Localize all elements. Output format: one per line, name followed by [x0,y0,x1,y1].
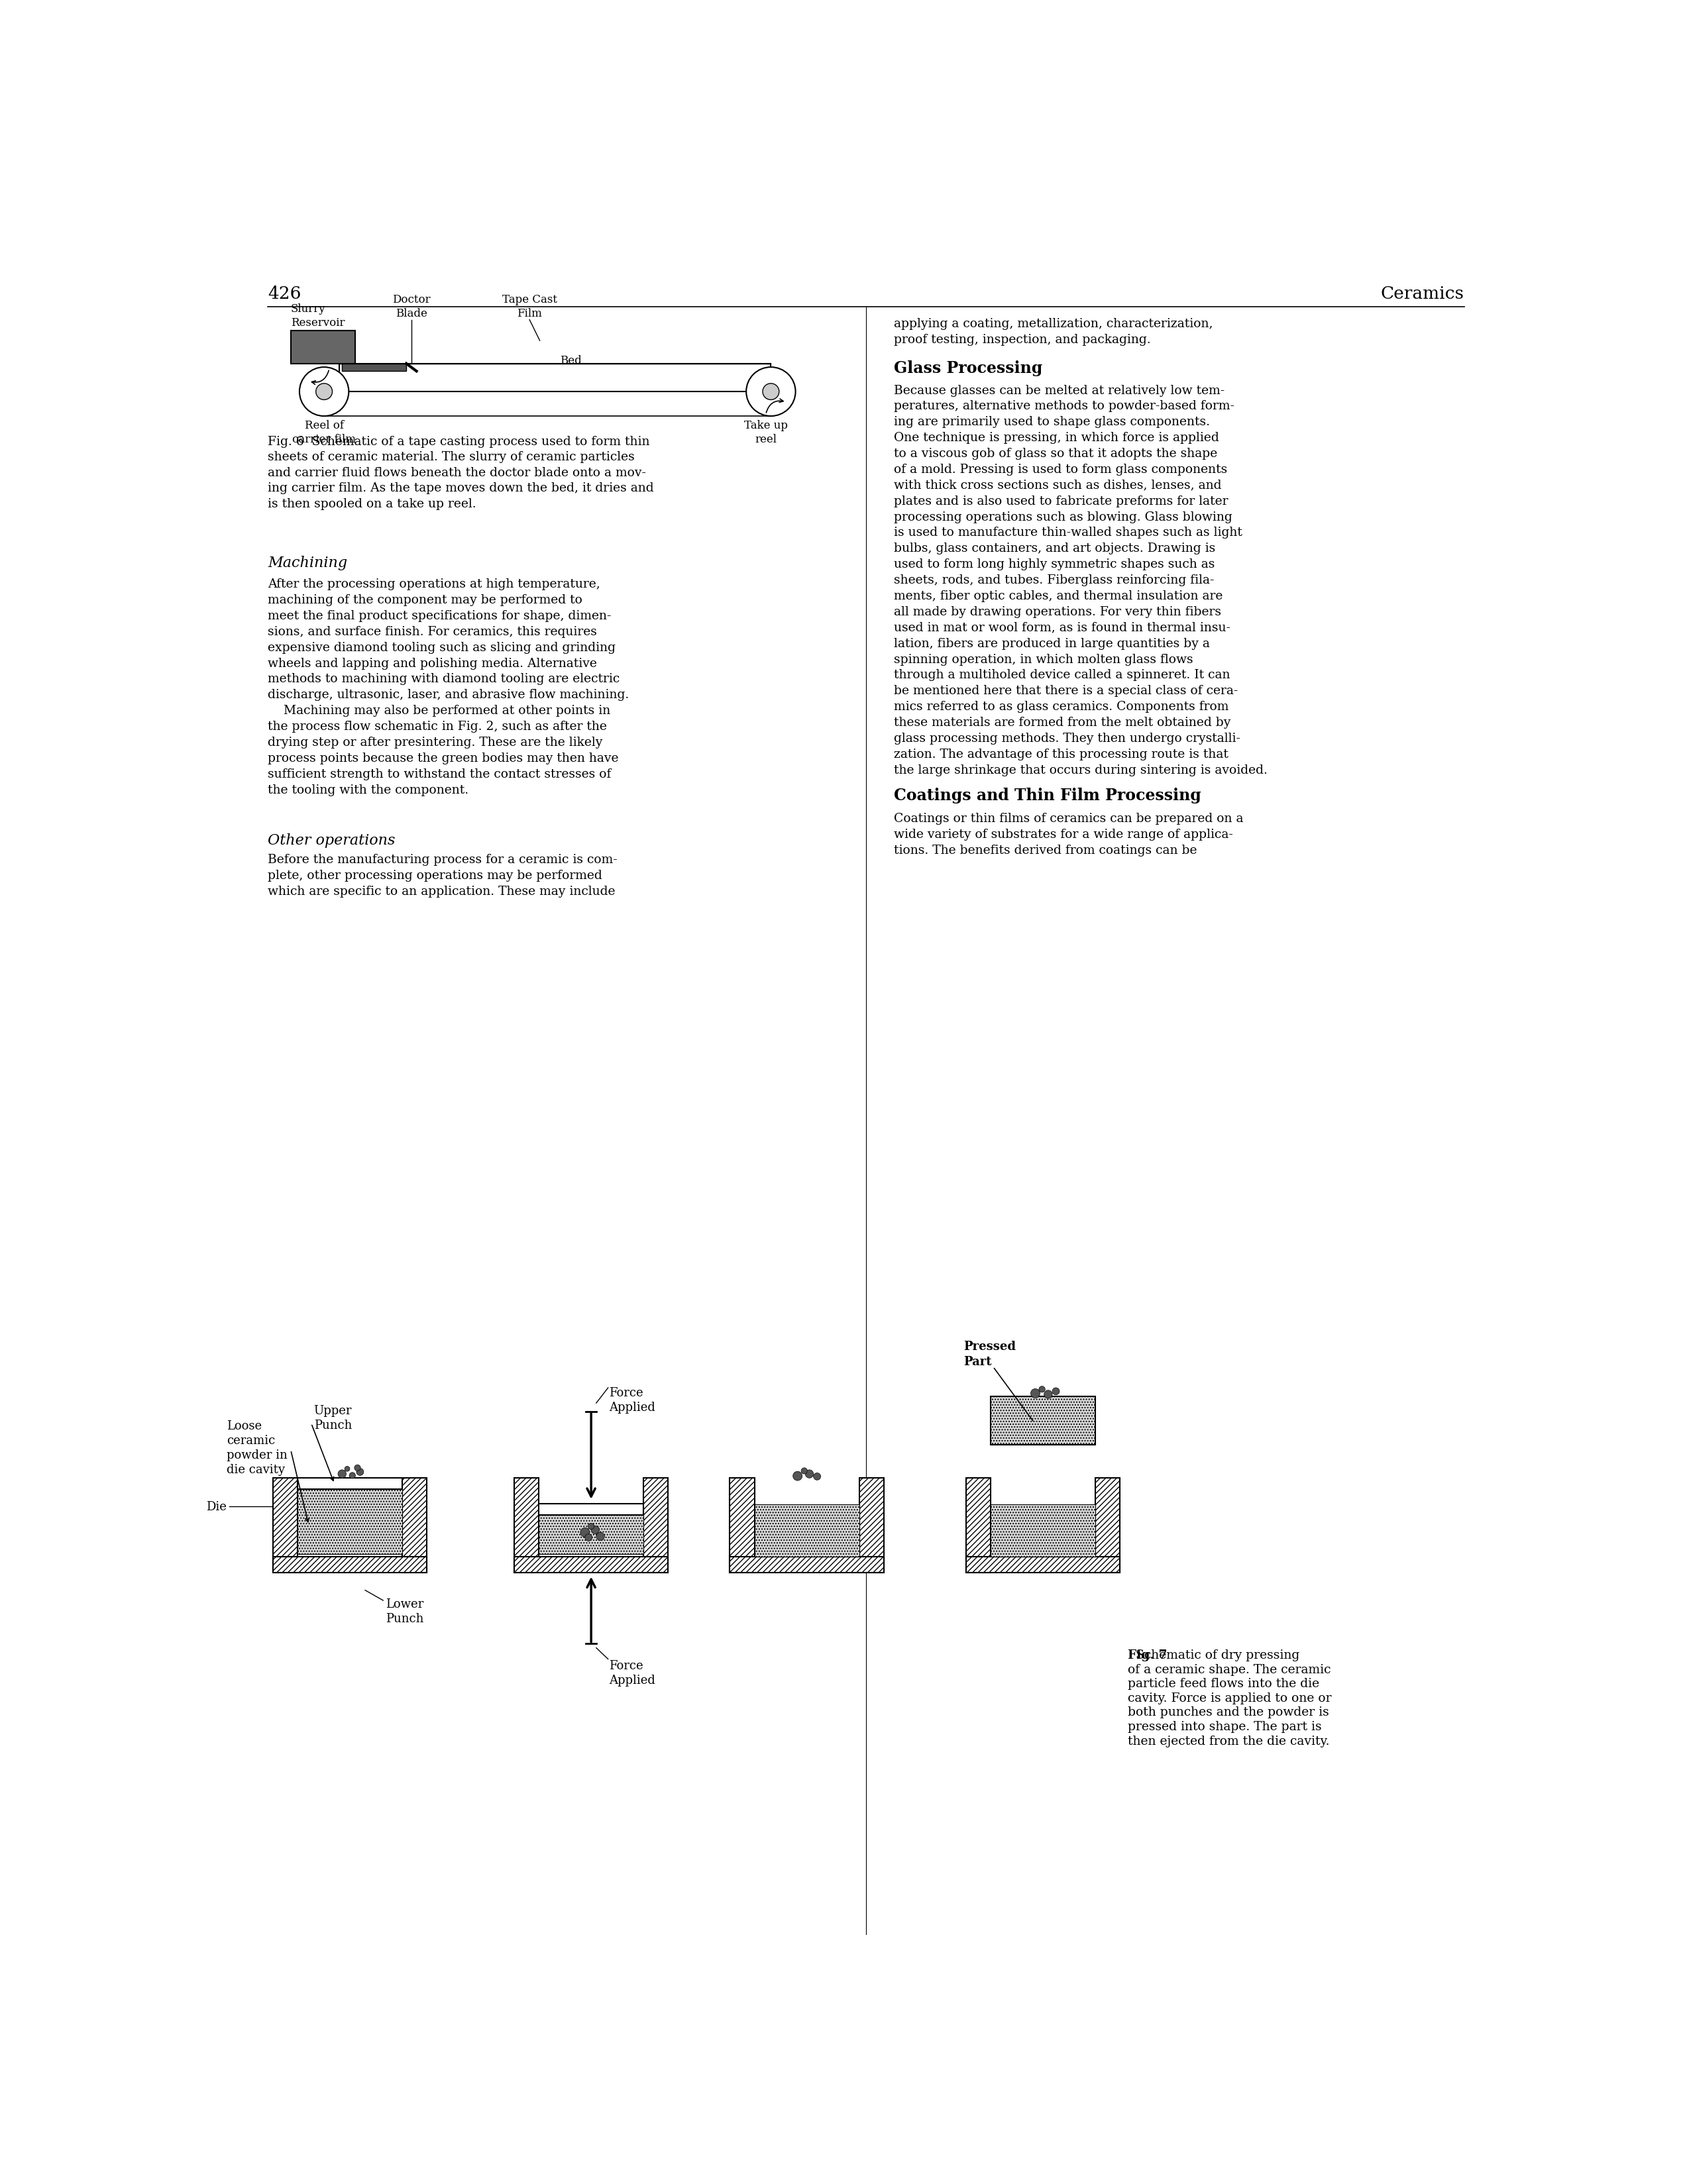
Circle shape [316,384,333,400]
Text: After the processing operations at high temperature,
machining of the component : After the processing operations at high … [267,579,628,795]
Text: Slurry
Reservoir: Slurry Reservoir [291,304,345,328]
Text: both punches and the powder is: both punches and the powder is [1128,1706,1329,1719]
Text: Fig. 7: Fig. 7 [1128,1649,1167,1662]
Circle shape [814,1474,821,1481]
Circle shape [356,1468,363,1476]
Bar [730,1557,883,1572]
Text: Upper
Punch: Upper Punch [314,1404,351,1431]
Bar [991,1396,1096,1446]
Text: Coatings and Thin Film Processing: Coatings and Thin Film Processing [893,786,1201,804]
Text: Coatings or thin films of ceramics can be prepared on a
wide variety of substrat: Coatings or thin films of ceramics can b… [893,812,1243,856]
Bar [539,1505,644,1516]
Bar [539,1516,644,1555]
Text: then ejected from the die cavity.: then ejected from the die cavity. [1128,1734,1329,1747]
Text: Before the manufacturing process for a ceramic is com-
plete, other processing o: Before the manufacturing process for a c… [267,854,616,898]
Bar [730,1479,755,1572]
Text: 426: 426 [267,286,301,301]
Circle shape [763,384,779,400]
Bar [272,1479,297,1572]
Bar [966,1479,991,1572]
Text: Tape Cast
Film: Tape Cast Film [502,295,557,319]
Text: Force
Applied: Force Applied [610,1660,655,1686]
Circle shape [1044,1391,1052,1398]
Circle shape [299,367,348,417]
Circle shape [581,1529,589,1538]
Bar [402,1479,427,1572]
Circle shape [338,1470,346,1479]
Polygon shape [343,365,407,371]
Bar [860,1479,883,1572]
Bar [513,1557,669,1572]
Text: Loose
ceramic
powder in
die cavity: Loose ceramic powder in die cavity [226,1420,287,1476]
Bar [755,1505,860,1557]
Circle shape [1030,1389,1040,1398]
Circle shape [350,1472,355,1479]
Bar [291,332,355,365]
Text: Doctor
Blade: Doctor Blade [392,295,431,319]
Circle shape [596,1533,605,1540]
Text: Force
Applied: Force Applied [610,1387,655,1413]
Circle shape [588,1524,595,1529]
Text: Lower
Punch: Lower Punch [385,1599,424,1625]
Text: Glass Processing: Glass Processing [893,360,1042,376]
Text: Reel of
carrier film: Reel of carrier film [292,419,356,446]
Circle shape [747,367,796,417]
Bar [1096,1479,1120,1572]
Bar [644,1479,669,1572]
Text: Bed: Bed [559,354,581,367]
Circle shape [1039,1387,1045,1393]
Text: cavity. Force is applied to one or: cavity. Force is applied to one or [1128,1693,1331,1704]
Circle shape [1052,1389,1059,1396]
Circle shape [806,1470,814,1479]
Text: Machining: Machining [267,555,348,570]
Bar [991,1505,1096,1557]
Bar [297,1489,402,1555]
Text: Die: Die [206,1500,226,1511]
Text: Other operations: Other operations [267,832,395,847]
Bar [272,1557,427,1572]
Circle shape [584,1533,593,1542]
Bar [339,365,770,393]
Circle shape [792,1472,802,1481]
Text: Take up
reel: Take up reel [743,419,787,446]
Text: Schematic of dry pressing: Schematic of dry pressing [1128,1649,1299,1662]
Text: pressed into shape. The part is: pressed into shape. The part is [1128,1721,1322,1732]
Circle shape [801,1468,807,1474]
Bar [966,1557,1120,1572]
Bar [513,1479,539,1572]
Text: Because glasses can be melted at relatively low tem-
peratures, alternative meth: Because glasses can be melted at relativ… [893,384,1268,775]
Text: of a ceramic shape. The ceramic: of a ceramic shape. The ceramic [1128,1664,1331,1675]
Text: Fig. 6  Schematic of a tape casting process used to form thin
sheets of ceramic : Fig. 6 Schematic of a tape casting proce… [267,435,654,509]
Text: Ceramics: Ceramics [1380,286,1464,301]
Text: particle feed flows into the die: particle feed flows into the die [1128,1677,1319,1690]
Circle shape [345,1465,350,1472]
Text: applying a coating, metallization, characterization,
proof testing, inspection, : applying a coating, metallization, chara… [893,319,1213,345]
Circle shape [355,1465,360,1472]
Circle shape [591,1527,600,1533]
Bar [297,1479,402,1489]
Text: Pressed
Part: Pressed Part [963,1341,1015,1367]
